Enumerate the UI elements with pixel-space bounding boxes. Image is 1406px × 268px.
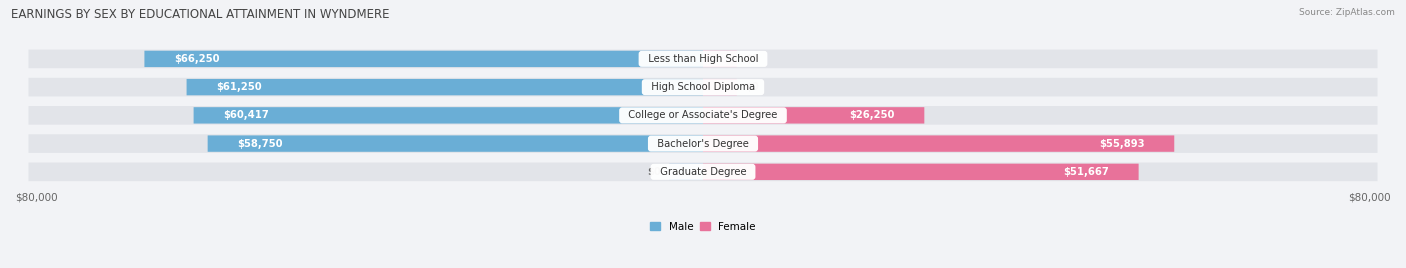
FancyBboxPatch shape <box>187 79 703 95</box>
Text: $0: $0 <box>647 167 661 177</box>
FancyBboxPatch shape <box>28 134 1378 153</box>
Text: $58,750: $58,750 <box>238 139 283 148</box>
FancyBboxPatch shape <box>208 135 703 152</box>
Text: $66,250: $66,250 <box>174 54 219 64</box>
Text: $0: $0 <box>745 82 759 92</box>
Text: Graduate Degree: Graduate Degree <box>654 167 752 177</box>
FancyBboxPatch shape <box>28 50 1378 68</box>
FancyBboxPatch shape <box>28 162 1378 181</box>
Text: $60,417: $60,417 <box>224 110 269 120</box>
Text: $51,667: $51,667 <box>1063 167 1109 177</box>
Text: $0: $0 <box>745 54 759 64</box>
FancyBboxPatch shape <box>703 79 737 95</box>
Text: $80,000: $80,000 <box>15 192 58 202</box>
FancyBboxPatch shape <box>194 107 703 124</box>
FancyBboxPatch shape <box>703 51 737 67</box>
Text: Bachelor's Degree: Bachelor's Degree <box>651 139 755 148</box>
Text: High School Diploma: High School Diploma <box>645 82 761 92</box>
FancyBboxPatch shape <box>703 135 1174 152</box>
Text: $61,250: $61,250 <box>217 82 262 92</box>
Text: Source: ZipAtlas.com: Source: ZipAtlas.com <box>1299 8 1395 17</box>
Text: $26,250: $26,250 <box>849 110 894 120</box>
FancyBboxPatch shape <box>669 164 703 180</box>
FancyBboxPatch shape <box>703 107 924 124</box>
Legend: Male, Female: Male, Female <box>645 218 761 236</box>
FancyBboxPatch shape <box>28 78 1378 96</box>
FancyBboxPatch shape <box>28 106 1378 125</box>
Text: $80,000: $80,000 <box>1348 192 1391 202</box>
Text: $55,893: $55,893 <box>1099 139 1144 148</box>
FancyBboxPatch shape <box>145 51 703 67</box>
Text: Less than High School: Less than High School <box>641 54 765 64</box>
Text: EARNINGS BY SEX BY EDUCATIONAL ATTAINMENT IN WYNDMERE: EARNINGS BY SEX BY EDUCATIONAL ATTAINMEN… <box>11 8 389 21</box>
FancyBboxPatch shape <box>703 164 1139 180</box>
Text: College or Associate's Degree: College or Associate's Degree <box>623 110 783 120</box>
